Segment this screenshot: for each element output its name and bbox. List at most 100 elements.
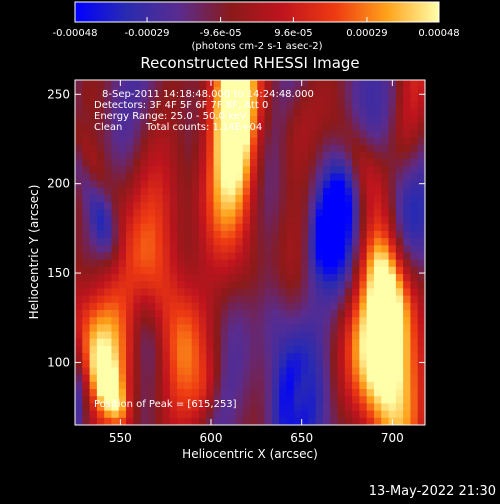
heatmap-cell xyxy=(184,94,193,103)
heatmap-cell xyxy=(315,396,324,405)
heatmap-cell xyxy=(104,353,113,361)
heatmap-cell xyxy=(169,410,178,419)
heatmap-cell xyxy=(169,403,178,412)
heatmap-cell xyxy=(75,266,83,275)
heatmap-cell xyxy=(191,245,200,254)
heatmap-cell xyxy=(228,94,237,103)
heatmap-cell xyxy=(169,238,178,246)
heatmap-cell xyxy=(352,137,360,146)
heatmap-cell xyxy=(257,302,266,311)
heatmap-cell xyxy=(184,331,193,340)
heatmap-cell xyxy=(89,130,98,139)
heatmap-cell xyxy=(322,115,331,124)
heatmap-cell xyxy=(191,302,200,311)
heatmap-cell xyxy=(388,324,397,333)
heatmap-cell xyxy=(337,94,346,103)
heatmap-cell xyxy=(96,195,105,203)
x-tick-label: 650 xyxy=(290,431,313,445)
heatmap-cell xyxy=(337,173,346,182)
heatmap-cell xyxy=(381,338,390,347)
heatmap-cell xyxy=(191,144,200,153)
heatmap-cell xyxy=(410,216,419,225)
heatmap-cell xyxy=(140,310,149,318)
heatmap-cell xyxy=(184,166,193,175)
heatmap-cell xyxy=(330,266,339,275)
heatmap-cell xyxy=(410,87,419,95)
heatmap-cell xyxy=(213,417,222,425)
heatmap-cell xyxy=(330,374,339,383)
heatmap-cell xyxy=(308,259,317,268)
heatmap-cell xyxy=(198,108,207,117)
heatmap-cell xyxy=(177,288,185,297)
heatmap-cell xyxy=(126,389,134,397)
heatmap-cell xyxy=(381,360,390,369)
heatmap-cell xyxy=(366,187,375,196)
heatmap-cell xyxy=(75,403,83,412)
heatmap-cell xyxy=(198,137,207,146)
heatmap-cell xyxy=(89,195,98,203)
heatmap-cell xyxy=(242,130,251,139)
heatmap-cell xyxy=(388,223,397,232)
heatmap-cell xyxy=(410,245,419,254)
heatmap-cell xyxy=(308,108,317,117)
heatmap-cell xyxy=(417,338,425,347)
heatmap-cell xyxy=(301,389,309,397)
heatmap-cell xyxy=(89,94,98,103)
heatmap-cell xyxy=(293,274,302,282)
heatmap-cell xyxy=(366,159,375,167)
heatmap-cell xyxy=(293,137,302,146)
heatmap-cell xyxy=(133,403,142,412)
heatmap-cell xyxy=(352,389,360,397)
heatmap-cell xyxy=(118,245,127,254)
heatmap-cell xyxy=(177,166,185,175)
heatmap-cell xyxy=(395,195,404,203)
heatmap-cell xyxy=(111,87,120,95)
heatmap-cell xyxy=(140,353,149,361)
heatmap-cell xyxy=(155,123,164,131)
heatmap-cell xyxy=(191,123,200,131)
heatmap-cell xyxy=(308,80,317,88)
heatmap-cell xyxy=(177,173,185,182)
heatmap-cell xyxy=(155,266,164,275)
heatmap-cell xyxy=(337,338,346,347)
heatmap-cell xyxy=(264,302,273,311)
heatmap-cell xyxy=(286,338,295,347)
heatmap-cell xyxy=(403,281,412,290)
heatmap-cell xyxy=(286,331,295,340)
heatmap-cell xyxy=(257,151,266,160)
heatmap-cell xyxy=(184,295,193,304)
heatmap-cell xyxy=(403,274,412,282)
heatmap-cell xyxy=(359,252,368,261)
heatmap-cell xyxy=(75,166,83,175)
heatmap-cell xyxy=(96,209,105,218)
heatmap-cell xyxy=(381,396,390,405)
heatmap-cell xyxy=(410,130,419,139)
heatmap-cell xyxy=(220,180,229,189)
heatmap-cell xyxy=(126,87,134,95)
heatmap-cell xyxy=(242,159,251,167)
heatmap-cell xyxy=(96,295,105,304)
heatmap-cell xyxy=(177,216,185,225)
heatmap-cell xyxy=(228,410,237,419)
heatmap-cell xyxy=(315,230,324,239)
heatmap-cell xyxy=(133,360,142,369)
heatmap-cell xyxy=(147,338,156,347)
heatmap-cell xyxy=(82,417,91,425)
heatmap-cell xyxy=(220,331,229,340)
heatmap-cell xyxy=(337,180,346,189)
heatmap-cell xyxy=(89,338,98,347)
heatmap-cell xyxy=(330,338,339,347)
heatmap-cell xyxy=(147,94,156,103)
heatmap-cell xyxy=(198,151,207,160)
heatmap-cell xyxy=(82,216,91,225)
heatmap-cell xyxy=(118,396,127,405)
heatmap-cell xyxy=(82,137,91,146)
heatmap-cell xyxy=(75,151,83,160)
heatmap-cell xyxy=(118,324,127,333)
heatmap-cell xyxy=(242,288,251,297)
heatmap-cell xyxy=(198,115,207,124)
heatmap-cell xyxy=(155,396,164,405)
heatmap-cell xyxy=(322,187,331,196)
heatmap-cell xyxy=(315,410,324,419)
heatmap-cell xyxy=(322,338,331,347)
